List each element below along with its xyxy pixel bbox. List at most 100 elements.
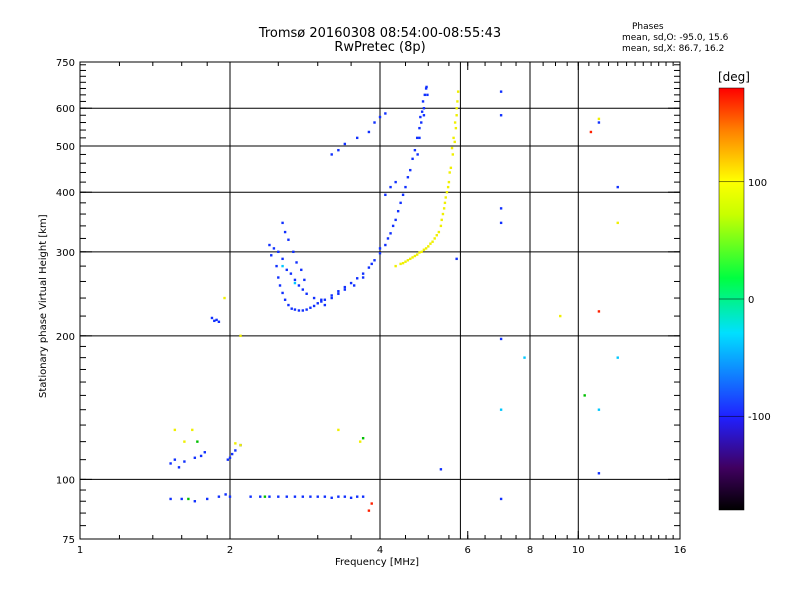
data-point-O [337,148,340,152]
data-point-O [293,495,297,498]
data-point-other [263,495,267,498]
data-point-O [230,452,234,456]
phase-stats-title: Phases [632,22,664,32]
data-point-O [234,449,237,452]
data-point-O [499,90,503,93]
data-point-X [451,153,455,156]
data-point-O [418,136,421,140]
data-point-O [420,121,423,124]
x-tick-label: 16 [674,545,687,556]
data-point-O [228,456,232,459]
data-point-other-red [589,130,593,134]
data-point-O [355,277,359,280]
data-point-O [217,495,221,498]
data-point-other-cyan [293,281,297,285]
data-point-O [378,115,382,119]
data-point-O [337,495,340,498]
chart-subtitle: RwPretec (8p) [334,40,426,55]
data-point-O [320,298,323,301]
data-point-X [453,140,456,144]
data-point-other-red [597,310,601,313]
phase-stats-o: mean, sd,O: -95.0, 15.6 [622,33,729,43]
data-point-O [425,85,428,89]
data-point-X [440,218,443,222]
data-point-O [597,121,601,124]
data-point-O [499,114,503,117]
data-point-O [455,257,458,261]
data-point-O [300,268,303,272]
data-point-O [616,185,619,189]
data-point-O [389,232,392,235]
data-point-O [423,93,426,97]
data-point-O [404,185,407,189]
y-axis-label: Stationary phase Virtual Height [km] [38,214,49,398]
data-point-O [323,298,327,301]
data-point-O [287,238,290,241]
data-point-X [442,207,446,210]
data-point-O [193,500,197,503]
data-point-O [499,207,503,210]
data-point-O [406,176,410,179]
data-point-O [316,495,319,498]
data-point-X [422,248,426,251]
tick-labels: 1 2 4 6 8 10 16 75 100 200 300 400 500 600 750 [56,58,686,556]
data-point-O [386,237,390,240]
data-point-O [295,261,298,264]
data-point-X [427,245,430,248]
data-point-X [452,136,455,140]
data-point-O [285,268,288,272]
data-point-X [454,126,458,130]
data-point-O [259,495,262,498]
data-point-O [421,100,425,103]
data-point-X [409,257,412,261]
data-point-O [343,288,347,291]
x-axis-label: Frequency [MHz] [335,557,420,568]
data-point-O [349,496,353,500]
data-point-O [394,218,397,222]
colorbar-title: [deg] [718,70,750,84]
data-point-O [337,292,340,295]
y-tick-label: 500 [56,142,75,153]
data-point-O [297,309,301,312]
data-point-O [394,180,397,184]
data-point-X [404,260,407,263]
data-point-O [312,304,316,308]
data-point-other [583,394,586,397]
data-point-O [330,496,333,500]
data-point-O [312,296,316,300]
data-point-X [394,264,397,268]
data-point-O [373,259,376,262]
data-point-O [499,221,503,225]
data-point-X [455,114,458,117]
data-point-O [424,87,428,90]
data-point-X [456,100,459,103]
data-point-O [203,451,206,454]
data-point-other [361,437,365,440]
data-point-O [367,266,371,269]
data-point-O [411,157,414,161]
data-point-X [441,212,445,216]
data-point-O [290,307,293,310]
data-point-X [173,428,177,432]
data-point-O [343,495,347,498]
data-point-X [437,230,441,234]
data-point-O [349,281,353,285]
data-point-O [361,276,365,279]
data-point-X [446,185,450,189]
data-point-O [301,288,305,291]
data-point-O [199,454,203,458]
data-point-O [180,497,183,501]
data-point-X [448,171,451,174]
x-tick-label: 6 [465,545,471,556]
data-point-O [278,284,282,287]
data-point-O [305,308,308,311]
data-point-O [422,107,426,110]
data-point-O [597,472,601,475]
data-point-O [389,185,392,189]
data-point-O [337,290,340,293]
data-point-X [424,247,428,250]
data-point-X [420,250,423,254]
data-point-X [450,146,454,150]
data-point-O [422,114,426,117]
